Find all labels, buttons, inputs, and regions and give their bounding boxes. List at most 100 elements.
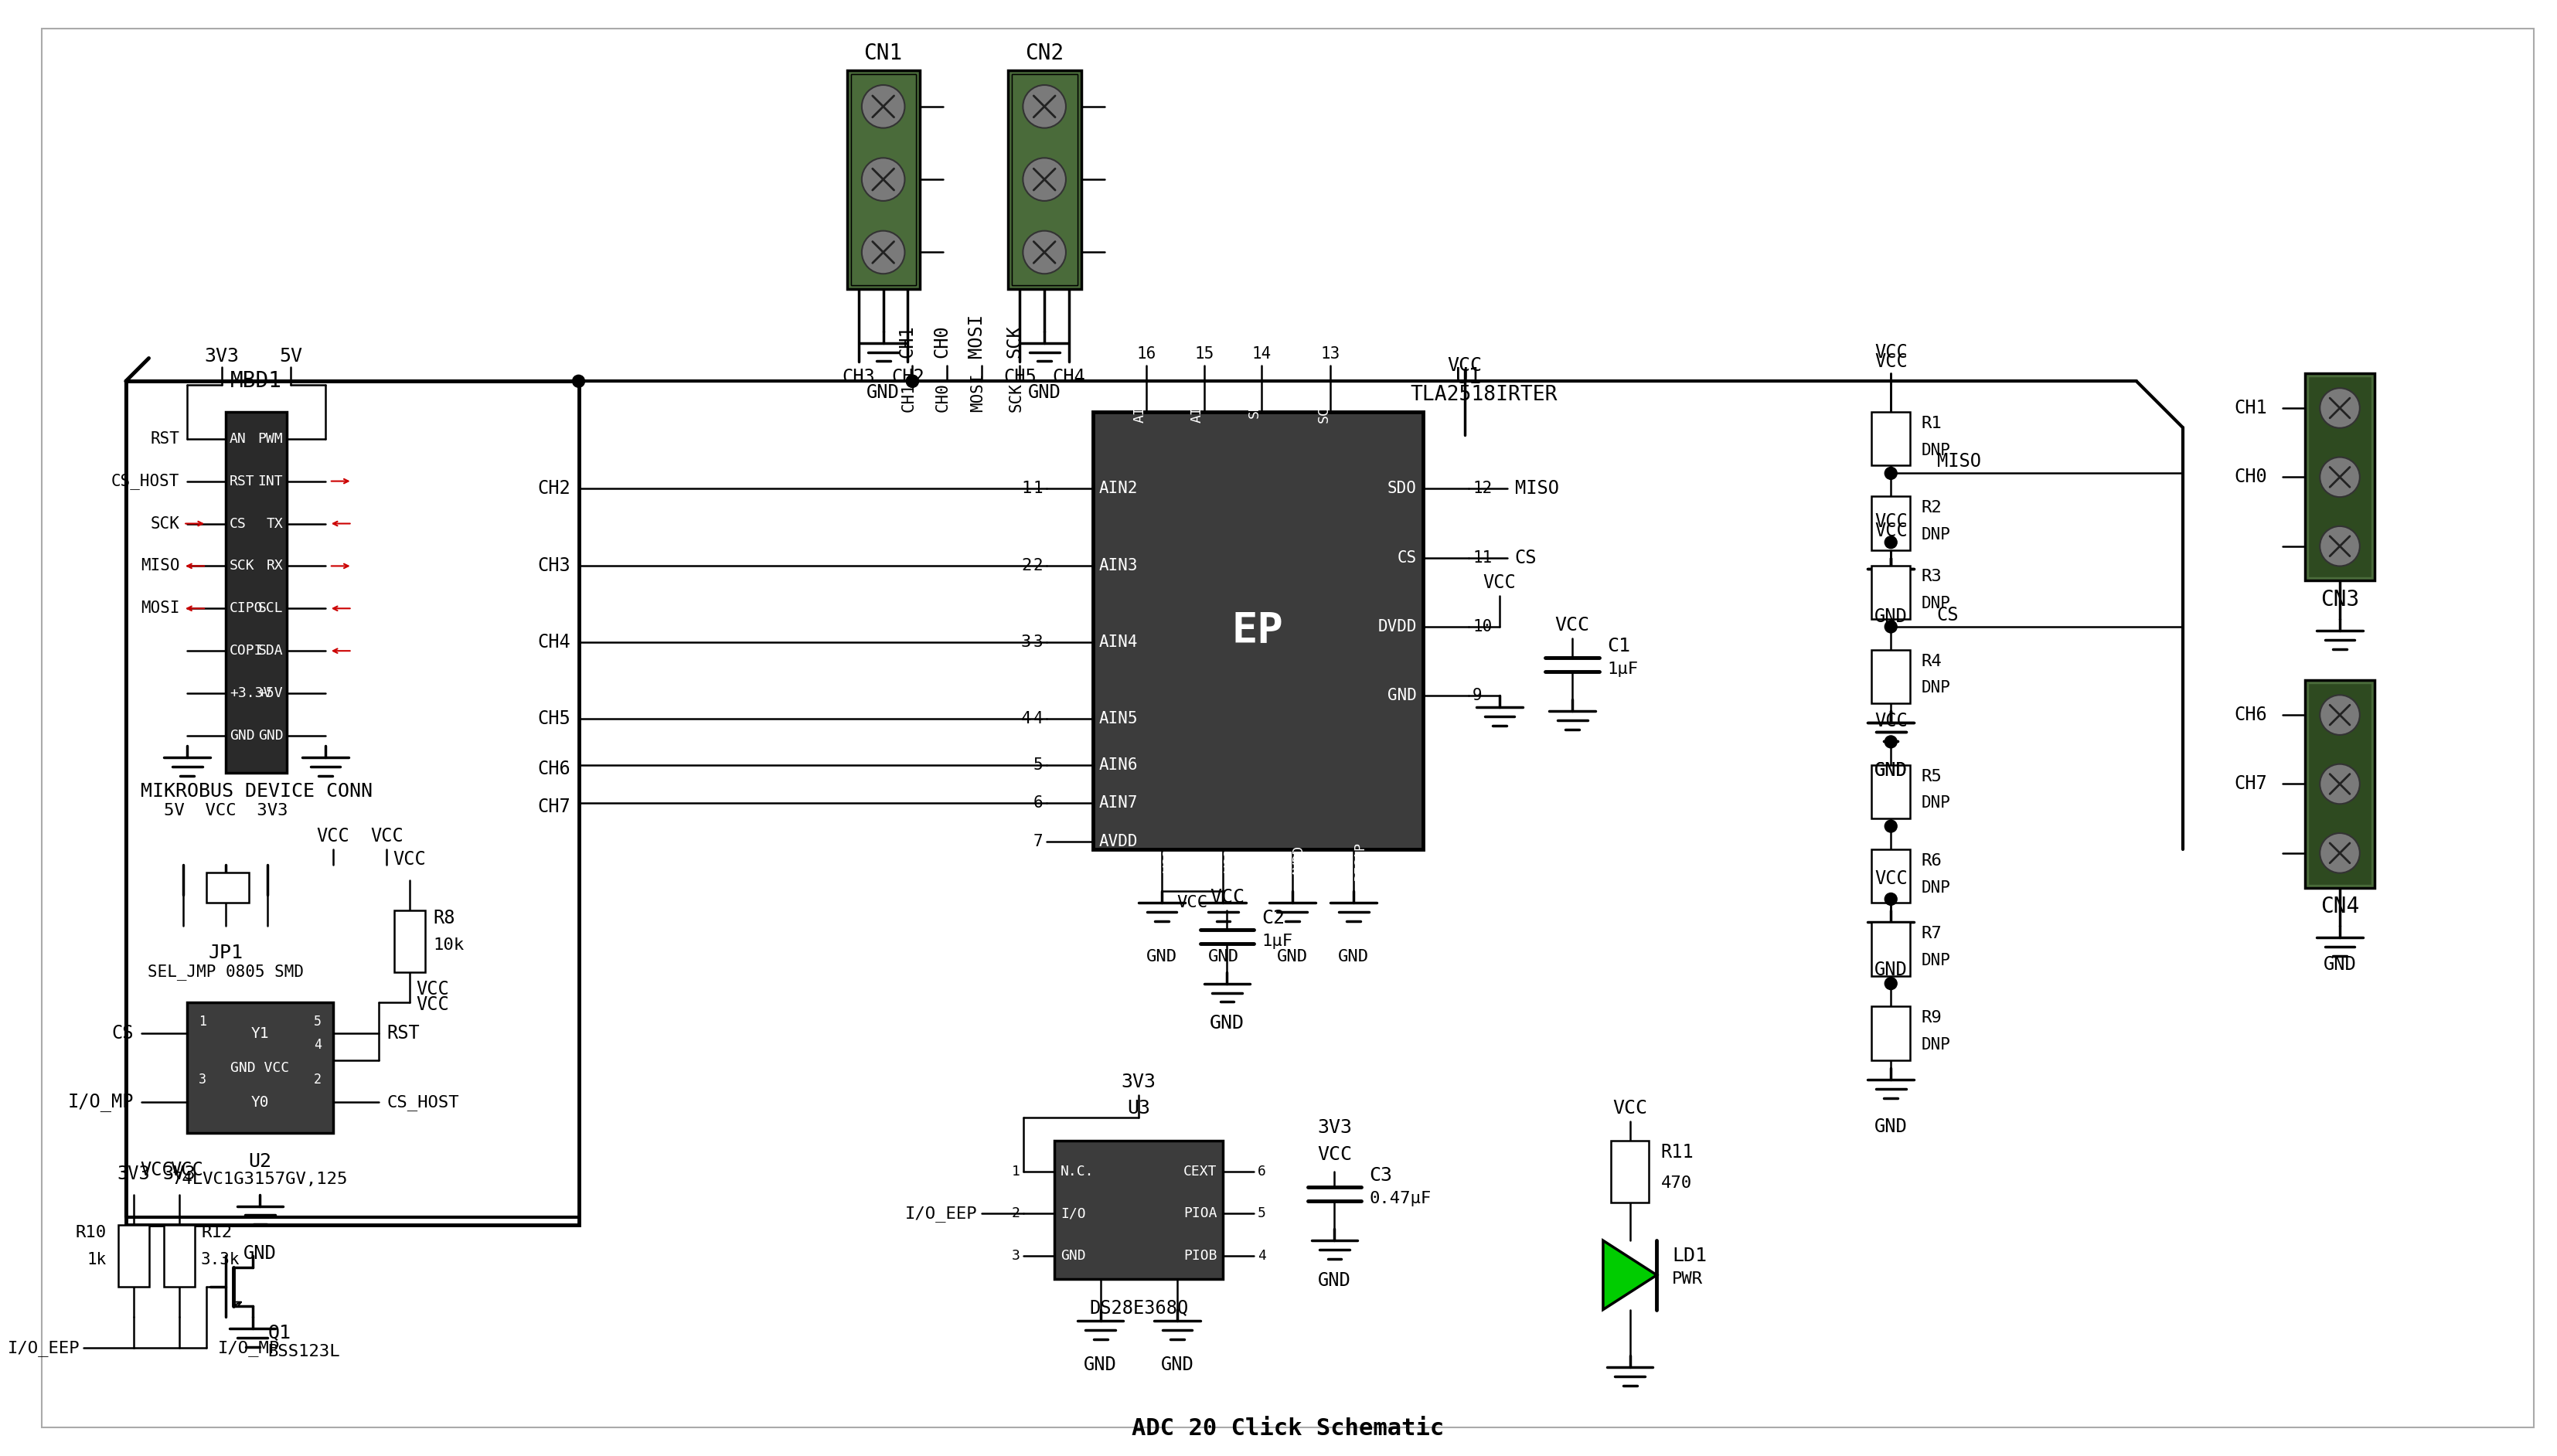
Text: GND VCC: GND VCC (230, 1061, 289, 1075)
Text: Q1: Q1 (268, 1324, 291, 1342)
Text: 6: 6 (1258, 1165, 1266, 1178)
Text: AIN1: AIN1 (1133, 389, 1146, 422)
Text: 2: 2 (315, 1073, 322, 1086)
Bar (1872, 496, 1910, 550)
Text: 7: 7 (1033, 834, 1043, 849)
Text: CS: CS (1936, 606, 1959, 625)
Bar (207, 872, 248, 903)
Bar (1872, 649, 1910, 703)
Text: 13: 13 (1322, 347, 1340, 363)
Text: RX: RX (266, 559, 284, 574)
Text: GND: GND (1388, 689, 1417, 703)
Text: 3V3: 3V3 (205, 348, 240, 365)
Circle shape (2319, 389, 2360, 428)
Text: CH4: CH4 (537, 633, 570, 651)
Text: C1: C1 (1606, 636, 1631, 655)
Text: CS: CS (1514, 549, 1537, 566)
Text: SCK: SCK (1007, 383, 1023, 412)
Bar (846, 70, 921, 290)
Bar (1007, 70, 1082, 290)
Text: LD1: LD1 (1672, 1246, 1708, 1265)
Text: VCC: VCC (1483, 574, 1516, 593)
Text: CN4: CN4 (2319, 895, 2360, 917)
Text: GND: GND (1161, 1356, 1194, 1374)
Bar (394, 910, 424, 973)
Text: EP: EP (1232, 610, 1284, 651)
Bar (1872, 849, 1910, 903)
Text: DNP: DNP (1920, 879, 1951, 895)
Text: 4: 4 (315, 1038, 322, 1051)
Bar (2309, 683, 2370, 885)
Text: C3: C3 (1368, 1166, 1391, 1185)
Text: VCC: VCC (1317, 1146, 1353, 1163)
Text: R1: R1 (1920, 415, 1943, 431)
Circle shape (1885, 820, 1897, 833)
Text: CH0: CH0 (2235, 467, 2268, 486)
Text: CS_HOST: CS_HOST (386, 1095, 460, 1111)
Text: GND: GND (1874, 961, 1908, 978)
Text: GND: GND (1209, 1015, 1245, 1032)
Polygon shape (1603, 1241, 1657, 1309)
Text: VCC: VCC (171, 1160, 205, 1179)
Text: Y0: Y0 (251, 1095, 268, 1109)
Text: 3V3: 3V3 (1317, 1118, 1353, 1137)
Text: AIN0: AIN0 (1189, 389, 1204, 422)
Bar (851, 74, 915, 285)
Text: GND: GND (1084, 1356, 1117, 1374)
Bar (225, 412, 286, 773)
Circle shape (1885, 893, 1897, 906)
Circle shape (1885, 977, 1897, 990)
Text: 14: 14 (1253, 347, 1271, 363)
Text: DNP: DNP (1920, 795, 1951, 811)
Text: GND: GND (1207, 949, 1238, 964)
Text: C2: C2 (1261, 909, 1284, 927)
Circle shape (905, 376, 918, 387)
Text: 15: 15 (1194, 347, 1215, 363)
Text: 3: 3 (1033, 635, 1043, 649)
Bar (187, 1003, 332, 1133)
Text: GND: GND (230, 729, 256, 743)
Text: 12: 12 (1473, 480, 1493, 496)
Text: I/O_EEP: I/O_EEP (8, 1340, 79, 1356)
Text: Y1: Y1 (251, 1026, 268, 1041)
Text: AN: AN (230, 432, 245, 446)
Circle shape (1023, 157, 1066, 201)
Text: 3: 3 (1020, 635, 1030, 649)
Text: CS: CS (230, 517, 245, 530)
Circle shape (862, 157, 905, 201)
Text: AIN6: AIN6 (1100, 757, 1138, 773)
Text: 1: 1 (1020, 480, 1030, 496)
Text: GND: GND (1317, 1271, 1350, 1290)
Text: 3V3: 3V3 (164, 1165, 197, 1182)
Text: CH2: CH2 (537, 479, 570, 498)
Text: CS_HOST: CS_HOST (110, 473, 179, 489)
Text: CN1: CN1 (864, 42, 903, 64)
Text: GND: GND (1874, 761, 1908, 779)
Text: R7: R7 (1920, 926, 1943, 942)
Text: AVDD: AVDD (1291, 846, 1307, 877)
Text: CH0: CH0 (936, 383, 951, 412)
Circle shape (862, 232, 905, 274)
Text: VCC: VCC (394, 850, 427, 868)
Text: CH7: CH7 (2235, 775, 2268, 794)
Text: 10k: 10k (432, 938, 463, 952)
Text: VCC: VCC (1209, 888, 1245, 907)
Text: GND: GND (1874, 1118, 1908, 1136)
Text: GND: GND (1874, 607, 1908, 626)
Text: 6: 6 (1033, 795, 1043, 811)
Text: 3: 3 (199, 1073, 207, 1086)
Text: CN2: CN2 (1025, 42, 1064, 64)
Text: U2: U2 (248, 1152, 271, 1171)
Text: R5: R5 (1920, 769, 1943, 785)
Text: CH1: CH1 (900, 383, 915, 412)
Text: 10: 10 (1473, 619, 1493, 635)
Text: VCC: VCC (1161, 849, 1176, 872)
Text: GND: GND (1276, 949, 1307, 964)
Text: DS28E368Q: DS28E368Q (1089, 1299, 1189, 1316)
Text: 74LVC1G3157GV,125: 74LVC1G3157GV,125 (171, 1172, 348, 1187)
Text: SCL: SCL (258, 601, 284, 616)
Text: AIN3: AIN3 (1100, 558, 1138, 574)
Text: I/O_EEP: I/O_EEP (905, 1206, 977, 1222)
Text: VCC: VCC (1176, 895, 1207, 910)
Text: 5V: 5V (279, 348, 302, 365)
